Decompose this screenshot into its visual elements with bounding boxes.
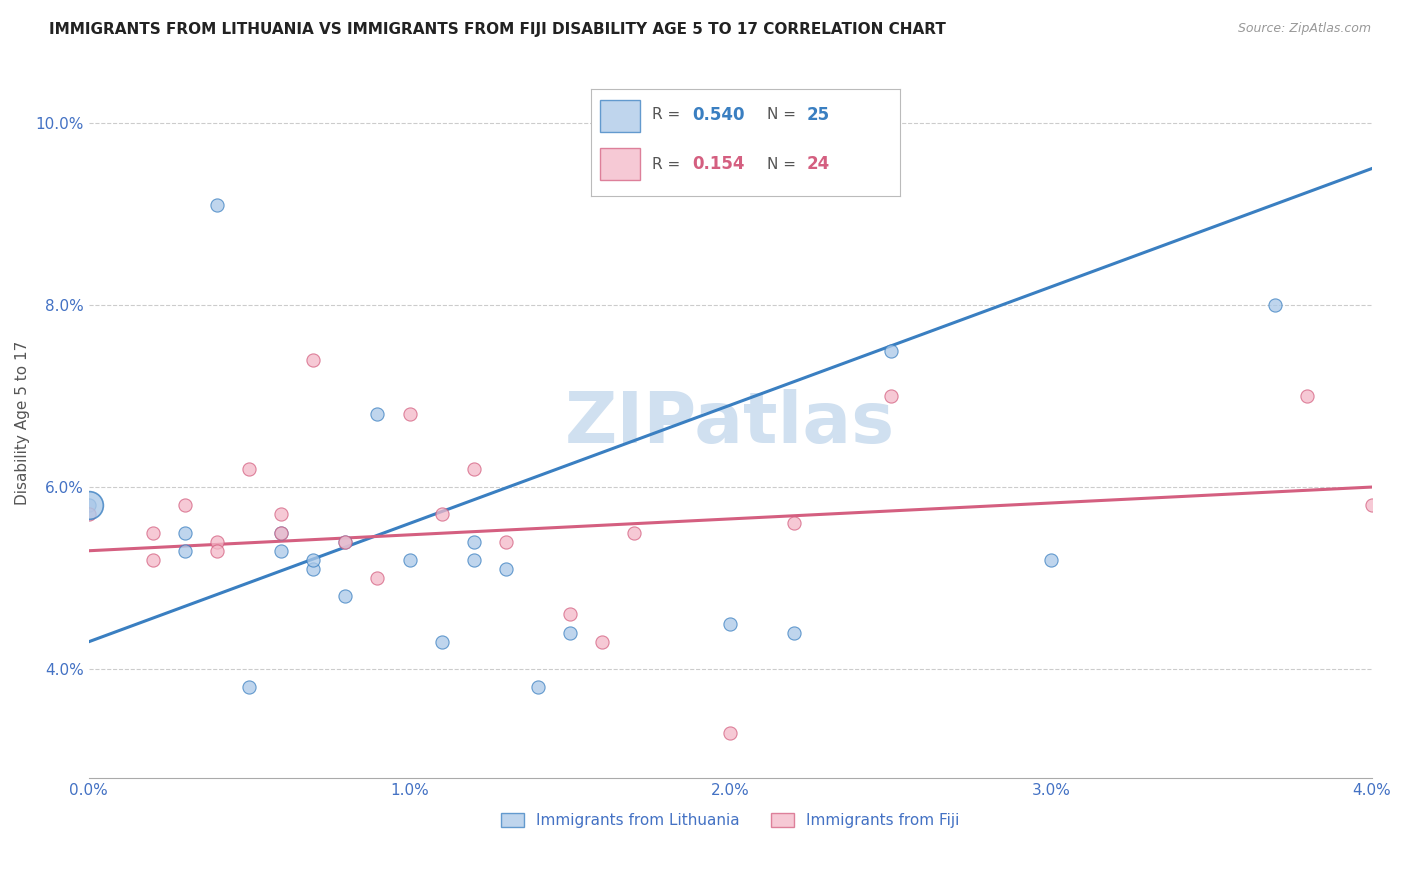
Text: R =: R = [652,157,690,171]
Point [879,389,901,403]
Point [270,525,292,540]
Point [174,498,197,512]
Point [1296,389,1319,403]
Bar [600,100,640,132]
Text: Source: ZipAtlas.com: Source: ZipAtlas.com [1237,22,1371,36]
Point [205,543,228,558]
Point [1039,553,1062,567]
Text: 24: 24 [807,155,831,173]
Point [463,553,485,567]
Point [335,534,357,549]
Point [495,534,517,549]
Point [1264,298,1286,312]
Point [270,525,292,540]
Point [270,543,292,558]
Text: ZIPatlas: ZIPatlas [565,389,896,458]
Point [270,508,292,522]
Point [238,462,260,476]
Point [205,534,228,549]
Text: 0.540: 0.540 [693,106,745,124]
Point [558,607,581,622]
Text: N =: N = [766,107,800,122]
Point [718,725,741,739]
Point [430,508,453,522]
Point [174,525,197,540]
Point [238,680,260,694]
Point [623,179,645,194]
Point [335,534,357,549]
Text: 0.154: 0.154 [693,155,745,173]
Point [302,352,325,367]
Point [526,680,548,694]
Point [463,534,485,549]
Point [591,634,613,648]
Point [174,543,197,558]
Point [463,462,485,476]
Point [366,571,388,585]
Point [558,625,581,640]
Point [1361,498,1384,512]
Point [879,343,901,358]
Point [142,525,165,540]
Point [77,498,100,512]
Legend: Immigrants from Lithuania, Immigrants from Fiji: Immigrants from Lithuania, Immigrants fr… [495,807,966,834]
Point [302,553,325,567]
Point [205,198,228,212]
Point [77,498,100,512]
Point [302,562,325,576]
Point [783,625,806,640]
Text: R =: R = [652,107,686,122]
Point [718,616,741,631]
Text: N =: N = [766,157,800,171]
Y-axis label: Disability Age 5 to 17: Disability Age 5 to 17 [15,342,30,506]
Point [430,634,453,648]
Text: 25: 25 [807,106,830,124]
Point [77,508,100,522]
Point [398,553,420,567]
Point [783,516,806,531]
Text: IMMIGRANTS FROM LITHUANIA VS IMMIGRANTS FROM FIJI DISABILITY AGE 5 TO 17 CORRELA: IMMIGRANTS FROM LITHUANIA VS IMMIGRANTS … [49,22,946,37]
Point [623,525,645,540]
Point [398,407,420,421]
Point [142,553,165,567]
Point [335,589,357,603]
Bar [600,148,640,180]
Point [366,407,388,421]
Point [495,562,517,576]
